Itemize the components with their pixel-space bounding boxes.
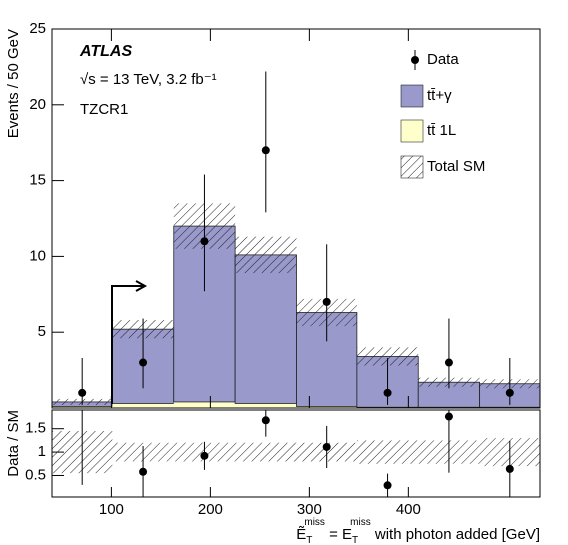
x-tick-label: 100 [99, 501, 124, 518]
legend: Data tt̄+γ tt̄ 1L Total SM [400, 50, 485, 179]
data-point [261, 146, 270, 155]
data-point [383, 388, 392, 397]
y-tick-label: 25 [29, 20, 46, 37]
x-tick-label: 300 [297, 501, 322, 518]
ratio-band [356, 440, 419, 464]
ratio-band [235, 442, 297, 462]
ratio-point [505, 464, 514, 473]
y-tick-label: 1.5 [25, 420, 46, 437]
stack-bar [112, 403, 174, 408]
ratio-point [383, 481, 392, 490]
ratio-point [322, 442, 331, 451]
legend-label: tt̄ 1L [427, 122, 456, 139]
stack-bar [234, 254, 297, 404]
atlas-label: ATLAS [79, 43, 132, 60]
ratio-plot [52, 410, 540, 497]
y-axis-label: Events / 50 GeV [5, 29, 22, 138]
data-point [139, 358, 148, 367]
x-axis-label-part: miss [304, 517, 325, 528]
legend-swatch [400, 155, 424, 179]
cut-arrow-head [135, 280, 148, 292]
x-axis-label-part: Ẽ [296, 526, 306, 543]
legend-label: Total SM [427, 158, 485, 175]
legend-swatch [400, 119, 424, 143]
y-tick-label: 1 [38, 443, 46, 460]
x-axis-label-part: with photon added [GeV] [371, 526, 540, 543]
data-point [78, 388, 87, 397]
x-tick-label: 200 [198, 501, 223, 518]
data-point [505, 388, 514, 397]
ratio-frame [51, 409, 541, 498]
data-point [200, 237, 209, 246]
y-tick-label: 15 [29, 172, 46, 189]
ratio-point [444, 412, 453, 421]
x-axis-label-part: = E [325, 526, 352, 543]
main-frame [51, 28, 541, 409]
y-tick-label: 10 [29, 247, 46, 264]
stack-bar [173, 401, 236, 408]
ratio-y-axis-label: Data / SM [5, 410, 22, 477]
x-axis-label-part: T [352, 535, 358, 545]
y-tick-label: 0.5 [25, 466, 46, 483]
legend-label: Data [427, 51, 459, 68]
cut-arrow [111, 285, 145, 404]
x-axis-label-part: T [306, 535, 312, 545]
stack-bar [296, 406, 357, 408]
data-point [322, 297, 331, 306]
legend-swatch [400, 84, 424, 108]
ratio-point [139, 467, 148, 476]
x-axis-label: ẼTmiss = ETmiss with photon added [GeV] [296, 517, 540, 545]
ratio-point [200, 451, 209, 460]
uncertainty-band [235, 236, 297, 274]
energy-label: √s = 13 TeV, 3.2 fb⁻¹ [80, 71, 217, 88]
uncertainty-band [356, 347, 419, 366]
stack-bar [52, 406, 113, 408]
main-plot [52, 71, 540, 408]
x-axis-label-part: miss [350, 517, 371, 528]
axes: 5 10 15 20 25 0.5 1 1.5 100 200 300 400 [25, 20, 421, 518]
x-tick-label: 400 [396, 501, 421, 518]
y-tick-label: 5 [38, 323, 46, 340]
legend-marker [411, 56, 419, 64]
ratio-point [261, 416, 270, 425]
region-label: TZCR1 [80, 101, 128, 118]
data-point [444, 358, 453, 367]
stack-bar [235, 403, 297, 408]
y-tick-label: 20 [29, 96, 46, 113]
legend-label: tt̄+γ [427, 87, 452, 104]
